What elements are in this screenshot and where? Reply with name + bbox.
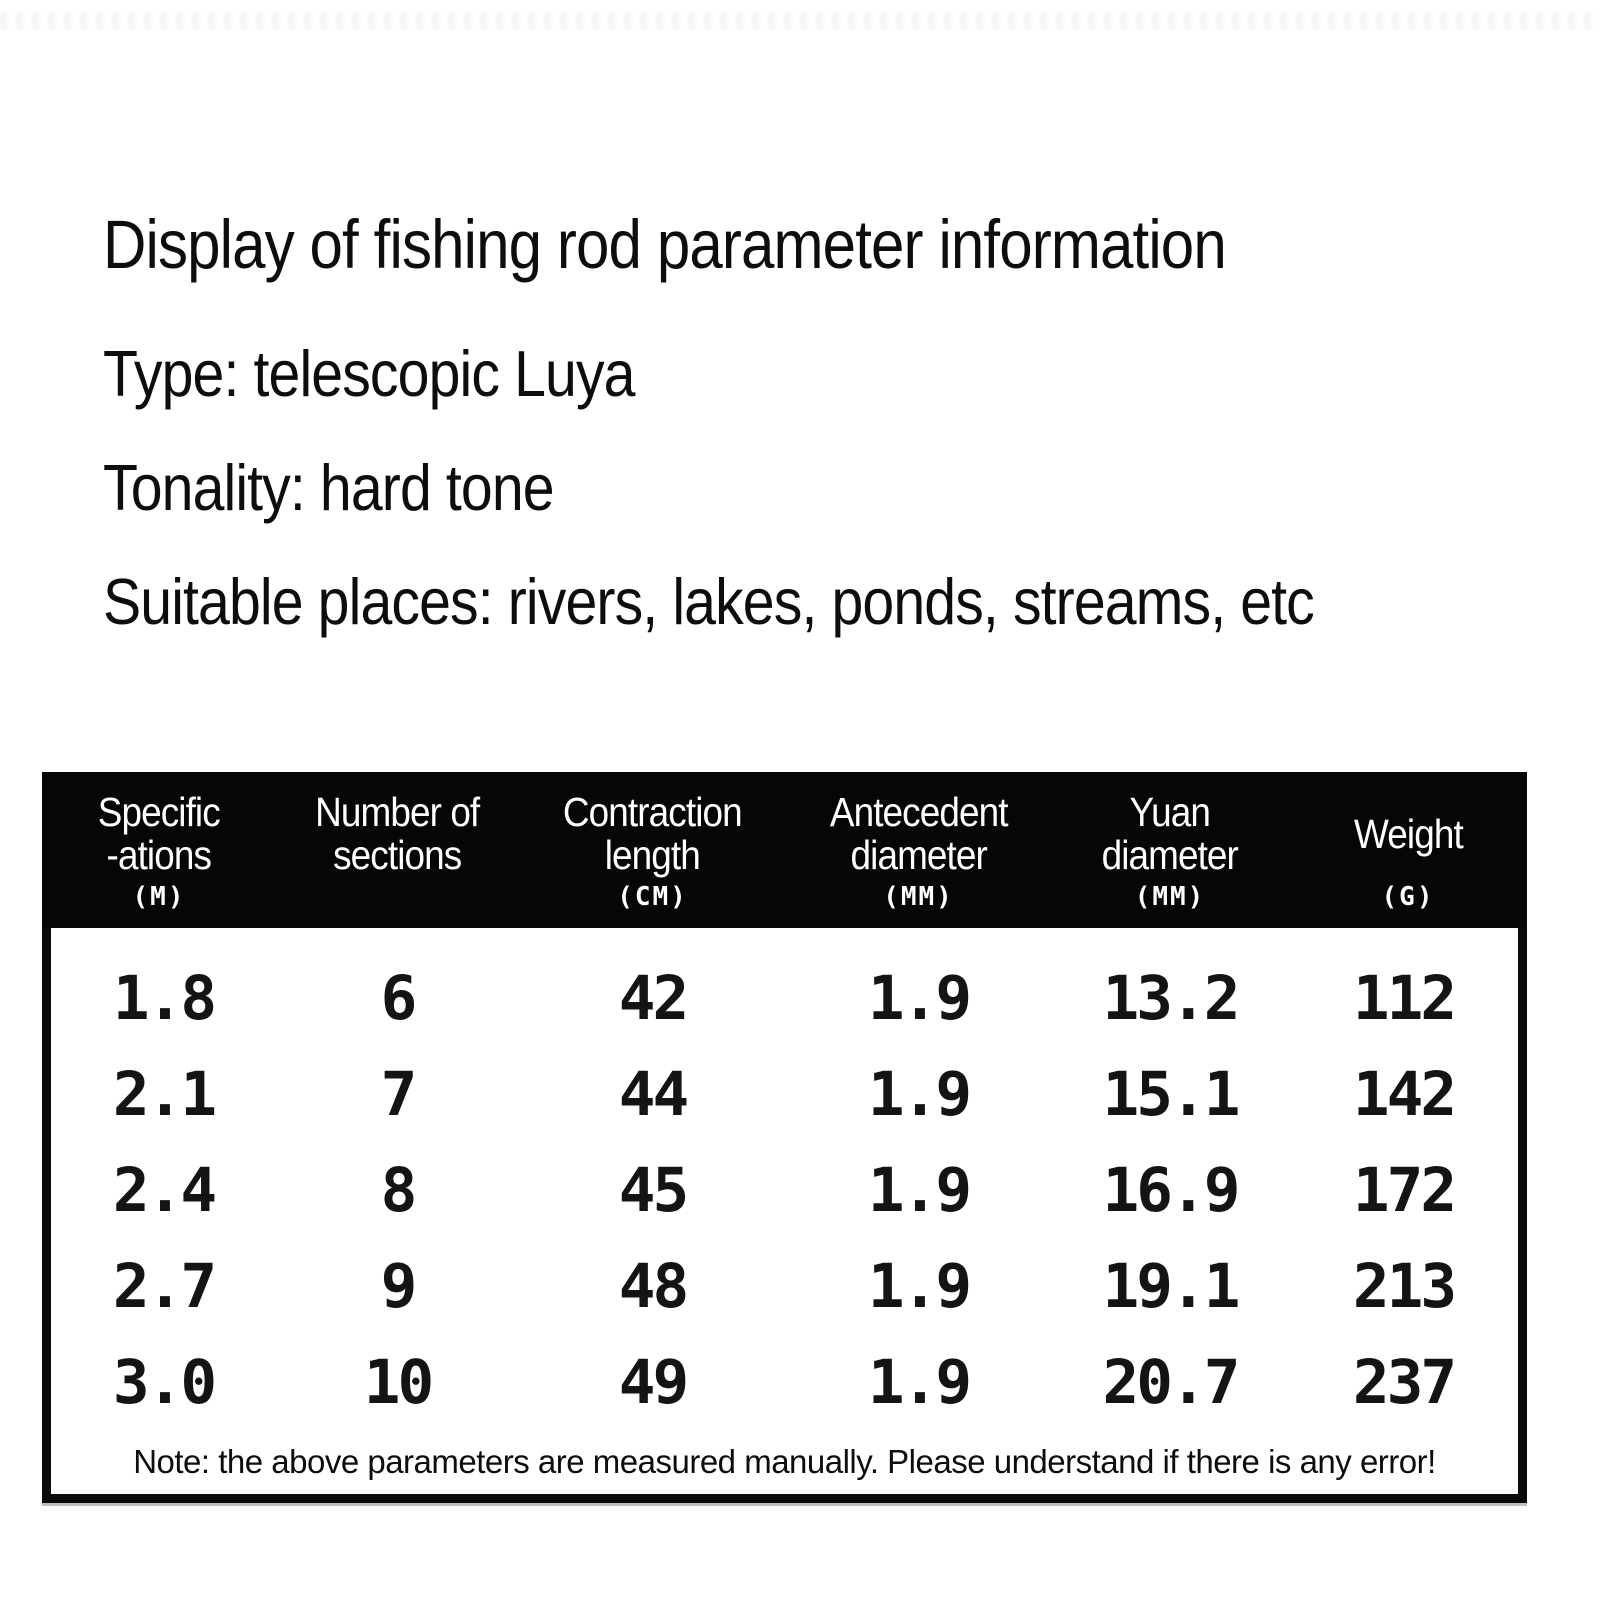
table-cell: 1.9 <box>867 1250 972 1322</box>
page-title: Display of fishing rod parameter informa… <box>103 206 1227 283</box>
table-cell: 10 <box>363 1346 434 1418</box>
column-header-label: Contraction length <box>563 789 743 878</box>
table-cell: 1.8 <box>112 962 217 1034</box>
column-header-label: Specific -ations <box>97 789 221 878</box>
column-header-yuan-diameter: Yuan diameter (MM) <box>1051 772 1289 913</box>
column-header-line1: Antecedent <box>829 789 1009 835</box>
table-cell: 48 <box>618 1250 689 1322</box>
table-cell: 20.7 <box>1102 1346 1241 1418</box>
column-header-specifications: Specific -ations (M) <box>42 772 276 913</box>
column-header-label: Antecedent diameter <box>829 789 1009 878</box>
table-cell: 2.4 <box>112 1154 217 1226</box>
column-header-line1: Weight <box>1353 810 1464 857</box>
table-cell: 6 <box>380 962 418 1034</box>
table-row: 3.0 10 49 1.9 20.7 237 <box>51 1334 1518 1430</box>
column-header-line2: sections <box>333 832 462 878</box>
table-cell: 49 <box>618 1346 689 1418</box>
table-cell: 172 <box>1352 1154 1457 1226</box>
column-header-weight: Weight (G) <box>1289 772 1527 912</box>
column-header-antecedent-diameter: Antecedent diameter (MM) <box>786 772 1051 913</box>
table-cell: 45 <box>618 1154 689 1226</box>
table-cell: 112 <box>1352 962 1457 1034</box>
table-cell: 19.1 <box>1102 1250 1241 1322</box>
table-cell: 9 <box>380 1250 418 1322</box>
column-header-line1: Number of <box>315 789 480 835</box>
table-cell: 16.9 <box>1102 1154 1241 1226</box>
table-cell: 2.7 <box>112 1250 217 1322</box>
table-cell: 2.1 <box>112 1058 217 1130</box>
table-cell: 213 <box>1352 1250 1457 1322</box>
column-header-line1: Specific <box>97 789 221 835</box>
cropped-text-artifact <box>0 12 1600 30</box>
column-header-line2: -ations <box>106 832 212 878</box>
column-header-unit: (MM) <box>883 882 954 912</box>
column-header-line2: diameter <box>850 832 987 878</box>
table-note: Note: the above parameters are measured … <box>133 1443 1436 1480</box>
column-header-unit: (CM) <box>617 882 688 912</box>
table-cell: 1.9 <box>867 1346 972 1418</box>
table-cell: 42 <box>618 962 689 1034</box>
column-header-line1: Yuan <box>1129 789 1211 835</box>
column-header-line2: length <box>604 832 701 878</box>
column-header-label: Yuan diameter <box>1101 789 1239 878</box>
table-cell: 7 <box>380 1058 418 1130</box>
column-header-label: Weight <box>1353 790 1464 878</box>
table-row: 2.7 9 48 1.9 19.1 213 <box>51 1238 1518 1334</box>
table-cell: 8 <box>380 1154 418 1226</box>
table-cell: 15.1 <box>1102 1058 1241 1130</box>
table-cell: 1.9 <box>867 962 972 1034</box>
column-header-line1: Contraction <box>563 789 743 835</box>
column-header-unit: (MM) <box>1134 882 1206 912</box>
spec-line-tonality: Tonality: hard tone <box>103 451 555 524</box>
column-header-unit: (M) <box>132 882 186 912</box>
table-cell: 237 <box>1352 1346 1457 1418</box>
column-header-line2: diameter <box>1101 832 1239 878</box>
parameter-table: Specific -ations (M) Number of sections … <box>42 772 1527 1503</box>
table-header-row: Specific -ations (M) Number of sections … <box>42 772 1527 928</box>
column-header-sections: Number of sections <box>276 772 519 878</box>
table-cell: 44 <box>618 1058 689 1130</box>
spec-line-places: Suitable places: rivers, lakes, ponds, s… <box>103 565 1315 638</box>
table-row: 2.4 8 45 1.9 16.9 172 <box>51 1142 1518 1238</box>
column-header-contraction-length: Contraction length (CM) <box>519 772 786 913</box>
table-row: 2.1 7 44 1.9 15.1 142 <box>51 1046 1518 1142</box>
table-cell: 1.9 <box>867 1058 972 1130</box>
column-header-unit: (G) <box>1381 882 1435 912</box>
table-cell: 3.0 <box>112 1346 217 1418</box>
table-body: 1.8 6 42 1.9 13.2 112 2.1 7 44 1.9 15.1 … <box>42 928 1527 1503</box>
spec-line-type: Type: telescopic Luya <box>103 337 635 410</box>
table-row: 1.8 6 42 1.9 13.2 112 <box>51 950 1518 1046</box>
table-cell: 1.9 <box>867 1154 972 1226</box>
table-cell: 142 <box>1352 1058 1457 1130</box>
table-cell: 13.2 <box>1102 962 1241 1034</box>
column-header-label: Number of sections <box>315 789 480 878</box>
